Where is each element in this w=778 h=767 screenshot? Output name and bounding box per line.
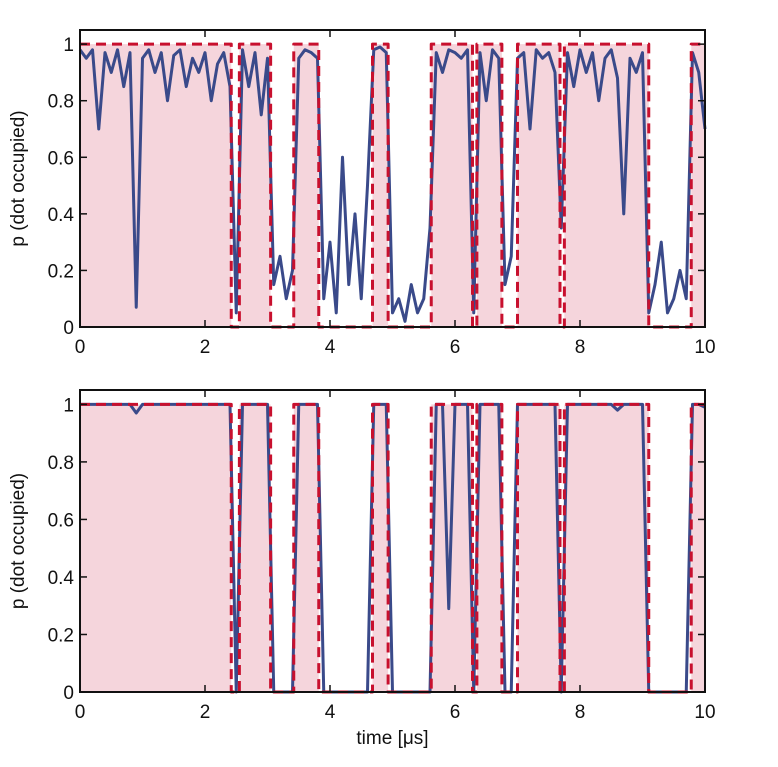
x-tick-label: 8	[575, 702, 586, 723]
y-axis-label: p (dot occupied)	[8, 110, 29, 246]
y-tick-label: 0.4	[48, 205, 75, 226]
state-area	[80, 44, 705, 328]
x-tick-label: 6	[450, 337, 461, 358]
x-tick-label: 2	[200, 702, 211, 723]
x-tick-label: 0	[75, 702, 86, 723]
x-tick-label: 2	[200, 337, 211, 358]
x-tick-label: 10	[694, 702, 715, 723]
state-area	[80, 404, 705, 692]
y-tick-label: 1	[63, 35, 74, 56]
y-tick-label: 0.4	[48, 568, 75, 589]
y-tick-label: 0.6	[48, 148, 74, 169]
x-tick-label: 8	[575, 337, 586, 358]
y-tick-label: 1	[63, 395, 74, 416]
y-tick-label: 0	[63, 683, 74, 704]
axes-box	[79, 29, 706, 328]
y-axis-label: p (dot occupied)	[8, 473, 29, 609]
y-tick-label: 0.8	[48, 92, 74, 113]
y-tick-label: 0.6	[48, 510, 74, 531]
y-tick-label: 0	[63, 318, 74, 339]
y-tick-label: 0.8	[48, 453, 74, 474]
x-tick-label: 6	[450, 702, 461, 723]
x-tick-label: 0	[75, 337, 86, 358]
x-tick-label: 4	[325, 702, 336, 723]
x-axis-label: time [μs]	[356, 728, 428, 749]
y-tick-label: 0.2	[48, 261, 74, 282]
axes-box	[79, 389, 706, 693]
x-tick-label: 4	[325, 337, 336, 358]
signal-line	[78, 45, 707, 323]
state-line	[80, 402, 705, 694]
x-tick-label: 10	[694, 337, 715, 358]
state-line	[80, 42, 705, 329]
y-tick-label: 0.2	[48, 625, 74, 646]
